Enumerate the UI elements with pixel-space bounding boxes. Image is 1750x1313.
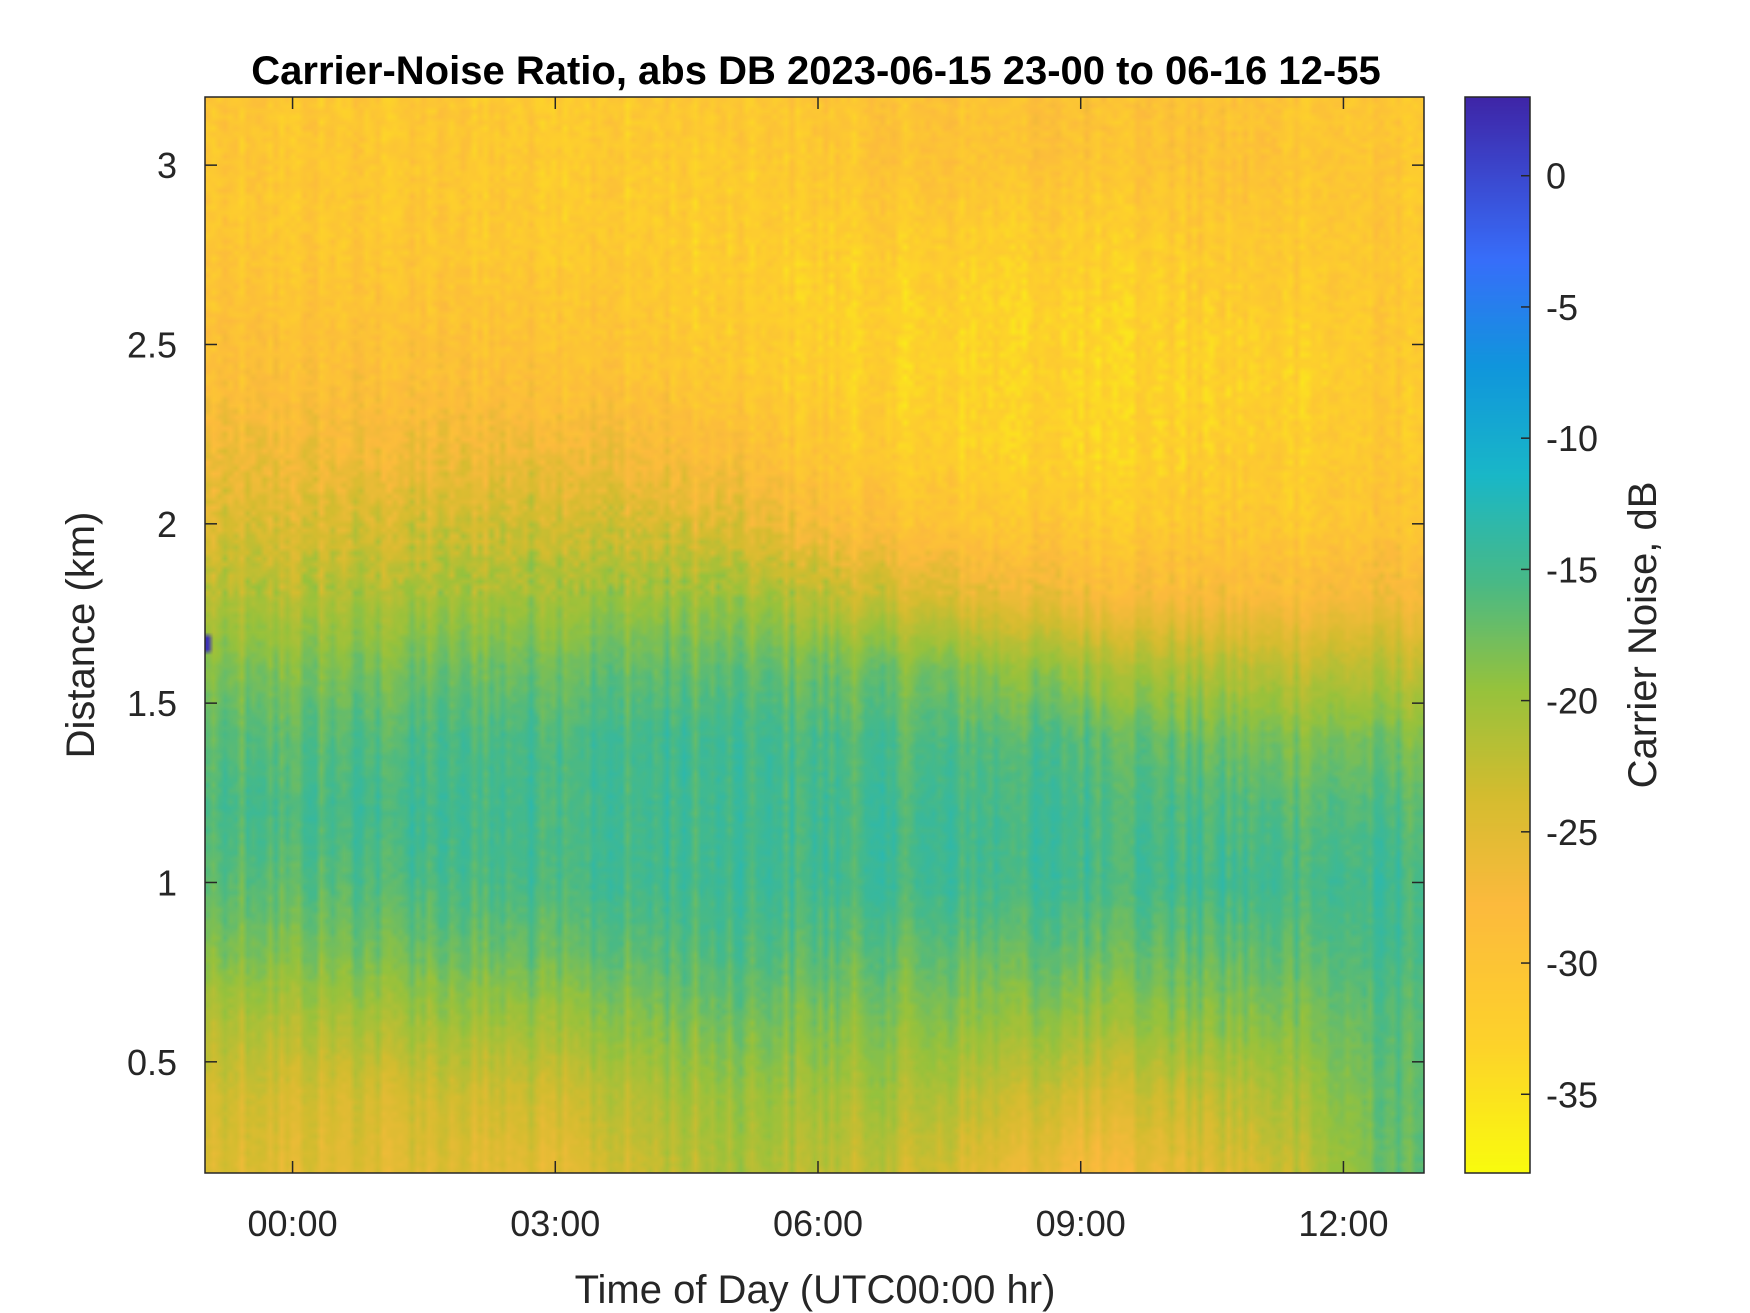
x-tick-label: 12:00 [1298, 1203, 1388, 1244]
colorbar-tick-label: -5 [1546, 287, 1578, 328]
chart-title: Carrier-Noise Ratio, abs DB 2023-06-15 2… [251, 49, 1380, 93]
colorbar-tick-label: -20 [1546, 681, 1598, 722]
colorbar-frame [1464, 96, 1531, 1174]
heatmap-image [205, 97, 1424, 1173]
colorbar-label: Carrier Noise, dB [1621, 482, 1665, 789]
x-tick-label: 06:00 [773, 1203, 863, 1244]
colorbar-tick-label: -10 [1546, 418, 1598, 459]
y-axis-label: Distance (km) [59, 512, 103, 759]
x-tick-label: 00:00 [248, 1203, 338, 1244]
x-tick-label: 09:00 [1036, 1203, 1126, 1244]
x-axis: 00:00 03:00 06:00 09:00 12:00 [248, 97, 1388, 1244]
y-tick-label: 3 [157, 145, 177, 186]
heatmap-area [205, 97, 1424, 1173]
colorbar-tick-label: -35 [1546, 1074, 1598, 1115]
y-tick-label: 0.5 [127, 1042, 177, 1083]
x-tick-label: 03:00 [510, 1203, 600, 1244]
colorbar-tick-label: -25 [1546, 812, 1598, 853]
colorbar: 0 -5 -10 -15 -20 -25 -30 -35 [1464, 96, 1598, 1174]
y-tick-label: 2.5 [127, 324, 177, 365]
colorbar-tick-label: -30 [1546, 943, 1598, 984]
colorbar-gradient [1465, 97, 1530, 1173]
y-tick-label: 2 [157, 504, 177, 545]
y-axis: 0.5 1 1.5 2 2.5 3 [127, 145, 1424, 1083]
x-axis-label: Time of Day (UTC00:00 hr) [575, 1268, 1056, 1312]
colorbar-tick-label: 0 [1546, 156, 1566, 197]
plot-frame [204, 96, 1425, 1174]
colorbar-ticks: 0 -5 -10 -15 -20 -25 -30 -35 [1521, 156, 1598, 1115]
y-tick-label: 1.5 [127, 683, 177, 724]
colorbar-tick-label: -15 [1546, 549, 1598, 590]
y-tick-label: 1 [157, 862, 177, 903]
